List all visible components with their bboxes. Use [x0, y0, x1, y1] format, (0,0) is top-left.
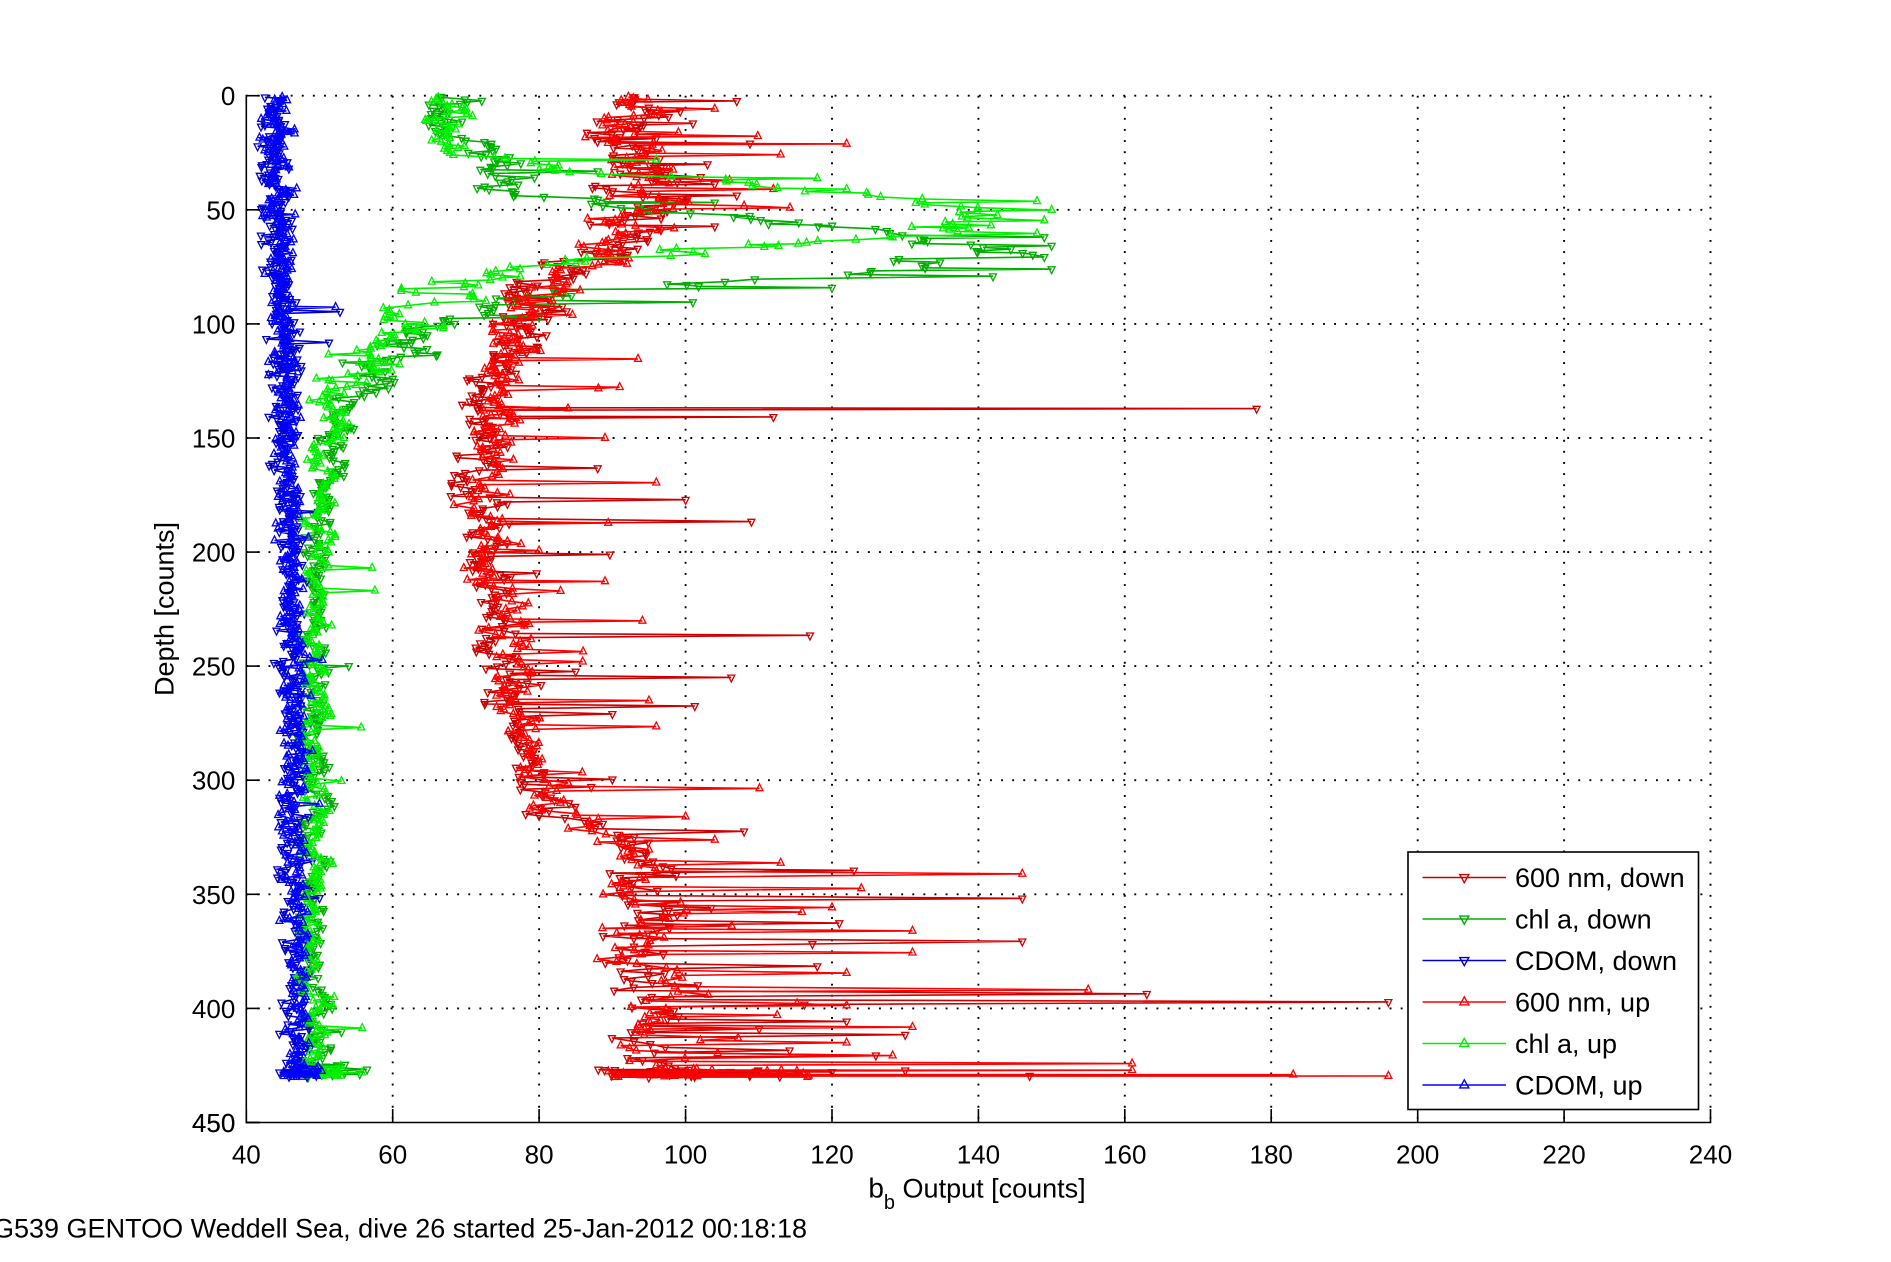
- svg-text:600 nm, up: 600 nm, up: [1515, 988, 1650, 1018]
- svg-text:CDOM, up: CDOM, up: [1515, 1071, 1643, 1101]
- svg-text:80: 80: [525, 1140, 554, 1170]
- svg-text:120: 120: [810, 1140, 853, 1170]
- svg-text:200: 200: [192, 538, 235, 568]
- svg-text:chl a, up: chl a, up: [1515, 1029, 1617, 1059]
- svg-text:400: 400: [192, 994, 235, 1024]
- svg-text:150: 150: [192, 424, 235, 454]
- svg-text:bb Output [counts]: bb Output [counts]: [868, 1173, 1085, 1215]
- svg-text:CDOM, down: CDOM, down: [1515, 946, 1677, 976]
- svg-text:SG539 GENTOO Weddell Sea, dive: SG539 GENTOO Weddell Sea, dive 26 starte…: [0, 1214, 807, 1244]
- svg-text:220: 220: [1542, 1140, 1585, 1170]
- svg-text:60: 60: [378, 1140, 407, 1170]
- svg-text:140: 140: [957, 1140, 1000, 1170]
- svg-text:0: 0: [221, 81, 235, 111]
- svg-text:180: 180: [1250, 1140, 1293, 1170]
- svg-text:300: 300: [192, 766, 235, 796]
- svg-text:450: 450: [192, 1108, 235, 1138]
- svg-text:200: 200: [1396, 1140, 1439, 1170]
- svg-text:100: 100: [664, 1140, 707, 1170]
- svg-text:240: 240: [1689, 1140, 1732, 1170]
- svg-text:Depth [counts]: Depth [counts]: [150, 522, 180, 696]
- svg-text:50: 50: [206, 195, 235, 225]
- svg-text:100: 100: [192, 309, 235, 339]
- svg-text:450: 450: [192, 1108, 235, 1138]
- svg-text:250: 250: [192, 652, 235, 682]
- svg-text:350: 350: [192, 880, 235, 910]
- svg-text:40: 40: [232, 1140, 261, 1170]
- svg-text:600 nm, down: 600 nm, down: [1515, 863, 1685, 893]
- svg-text:chl a, down: chl a, down: [1515, 905, 1652, 935]
- svg-text:160: 160: [1103, 1140, 1146, 1170]
